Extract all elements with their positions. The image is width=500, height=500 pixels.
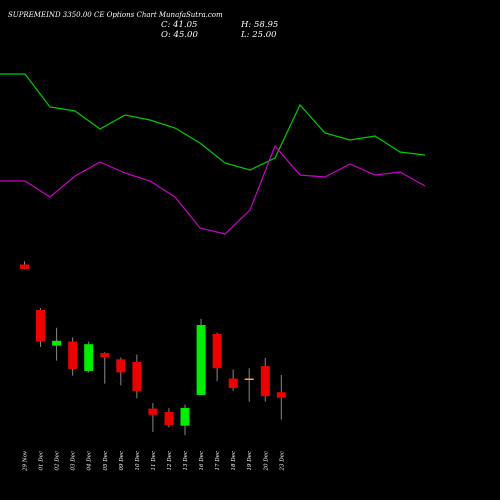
x-axis-labels: 29 Nov 01 Dec 02 Dec 03 Dec 04 Dec 05 Dec 09 D… bbox=[23, 450, 286, 472]
x-axis-tick-label: 16 Dec bbox=[199, 451, 205, 471]
candle-body bbox=[132, 362, 142, 391]
chart-title: SUPREMEIND 3350.00 CE Options Chart Muna… bbox=[8, 11, 223, 19]
indicator-lines bbox=[0, 73, 426, 235]
candle-body bbox=[116, 359, 126, 373]
x-axis-tick-label: 11 Dec bbox=[151, 451, 157, 471]
x-axis-tick-label: 12 Dec bbox=[167, 451, 173, 471]
candlesticks bbox=[20, 261, 286, 436]
candle-body bbox=[228, 378, 238, 389]
candle-body bbox=[260, 366, 270, 397]
x-axis-tick-label: 23 Dec bbox=[279, 451, 285, 472]
candle-body bbox=[212, 333, 222, 369]
candle-body bbox=[148, 408, 158, 415]
candle-body bbox=[244, 378, 254, 380]
indicator-line-1 bbox=[0, 73, 426, 171]
x-axis-tick-label: 04 Dec bbox=[87, 451, 93, 471]
open-value: O: 45.00 bbox=[161, 30, 198, 40]
x-axis-tick-label: 29 Nov bbox=[23, 450, 29, 472]
x-axis-tick-label: 05 Dec bbox=[103, 451, 109, 471]
x-axis-tick-label: 17 Dec bbox=[215, 451, 221, 471]
candle-body bbox=[180, 407, 190, 426]
candle-body bbox=[20, 264, 29, 269]
candle-body bbox=[196, 325, 206, 395]
candle-body bbox=[276, 392, 286, 398]
x-axis-tick-label: 01 Dec bbox=[39, 451, 45, 471]
candle-body bbox=[164, 412, 174, 425]
x-axis-tick-label: 20 Dec bbox=[263, 451, 269, 472]
candle-body bbox=[68, 341, 78, 369]
close-value: C: 41.05 bbox=[161, 20, 198, 30]
x-axis-tick-label: 03 Dec bbox=[71, 451, 77, 471]
high-value: H: 58.95 bbox=[241, 20, 279, 30]
candle-body bbox=[52, 340, 62, 346]
low-value: L: 25.00 bbox=[241, 30, 277, 40]
x-axis-tick-label: 09 Dec bbox=[119, 451, 125, 471]
indicator-line-2 bbox=[0, 144, 426, 235]
candle-body bbox=[100, 353, 110, 358]
x-axis-tick-label: 10 Dec bbox=[135, 451, 141, 471]
x-axis-tick-label: 19 Dec bbox=[247, 451, 253, 471]
x-axis-tick-label: 18 Dec bbox=[231, 451, 237, 471]
x-axis-tick-label: 13 Dec bbox=[183, 451, 189, 471]
x-axis-tick-label: 02 Dec bbox=[55, 451, 61, 471]
candle-body bbox=[84, 344, 94, 371]
candle-body bbox=[36, 310, 45, 342]
